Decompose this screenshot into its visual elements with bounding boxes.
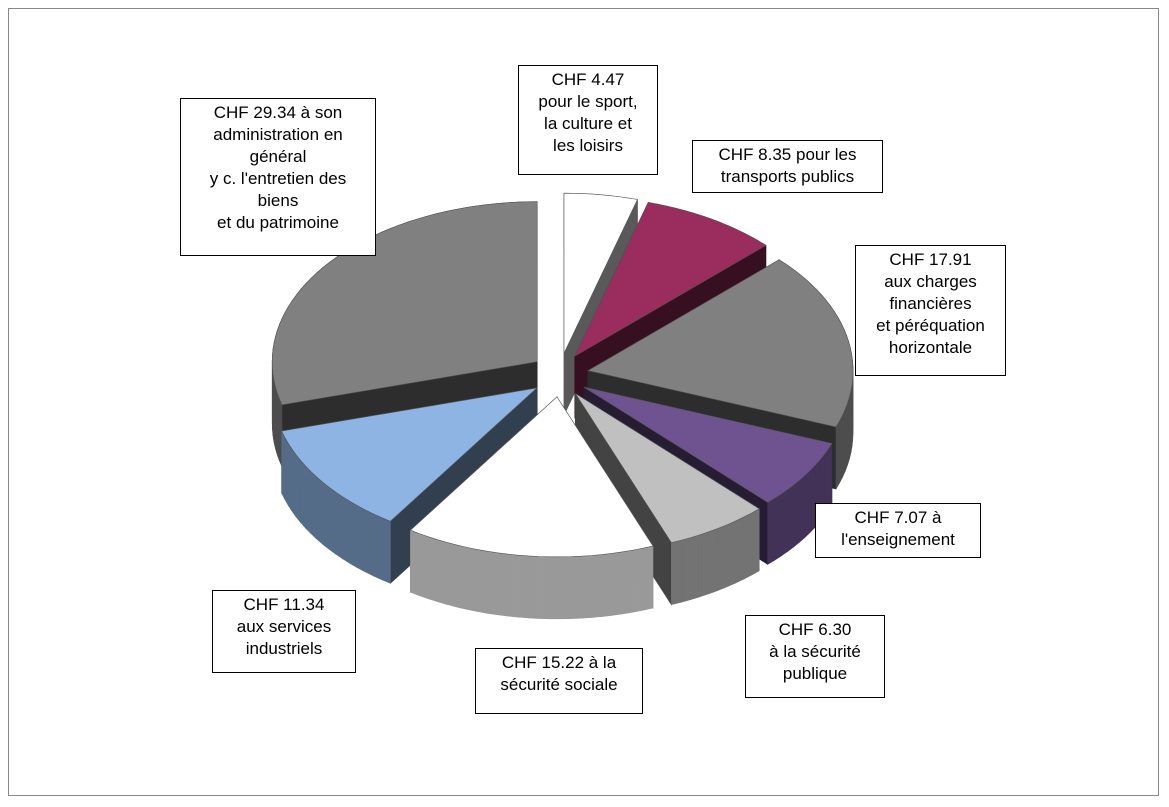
data-label: CHF 29.34 à son administration en généra… xyxy=(180,98,376,256)
slice-side xyxy=(291,448,297,518)
slice-side xyxy=(827,442,833,512)
slice-side xyxy=(559,556,571,620)
slice-side xyxy=(671,539,682,606)
slice-side xyxy=(284,435,289,507)
slice-side xyxy=(774,493,782,561)
slice-side xyxy=(316,476,323,545)
slice-side xyxy=(690,534,701,601)
data-label: CHF 6.30 à la sécurité publique xyxy=(745,615,885,698)
slice xyxy=(281,387,538,522)
slice-side xyxy=(295,453,301,524)
slice-side xyxy=(507,553,519,618)
slice-side xyxy=(437,539,448,605)
slice-side xyxy=(699,531,710,598)
slice-side xyxy=(496,552,508,617)
slice xyxy=(563,192,638,354)
slice-side xyxy=(300,459,306,529)
slice-side xyxy=(570,555,582,619)
data-label: CHF 8.35 pour les transports publics xyxy=(692,140,883,193)
slice-side xyxy=(591,554,603,618)
slice-side xyxy=(781,488,789,557)
slice-side xyxy=(799,474,806,543)
slice-side xyxy=(804,469,811,538)
slice xyxy=(587,259,854,428)
slice-side xyxy=(632,547,644,613)
slice-side xyxy=(528,555,540,619)
slice-side xyxy=(281,430,285,500)
slice-side xyxy=(708,527,719,595)
slice-side xyxy=(839,415,843,484)
slice-side xyxy=(549,556,561,620)
slice-side xyxy=(305,465,312,535)
slice-side xyxy=(410,529,420,597)
slice-side xyxy=(601,552,613,617)
data-label: CHF 15.22 à la sécurité sociale xyxy=(475,648,643,714)
slice-side xyxy=(743,512,752,580)
slice xyxy=(271,201,538,406)
slice xyxy=(575,393,760,544)
slice xyxy=(409,396,654,558)
data-label: CHF 11.34 aux services industriels xyxy=(212,590,356,673)
slice-side xyxy=(328,486,336,555)
slice-side xyxy=(419,533,429,600)
slice-side xyxy=(767,497,775,565)
slice-side xyxy=(538,556,550,620)
slice-side xyxy=(373,513,383,581)
slice-side xyxy=(276,392,280,461)
slice-side xyxy=(842,409,846,478)
data-label: CHF 7.07 à l'enseignement xyxy=(815,503,981,558)
slice-side xyxy=(717,524,728,591)
slice-side xyxy=(580,555,593,619)
slice-side xyxy=(349,500,358,569)
slice-side xyxy=(428,536,439,603)
slice-side xyxy=(642,545,654,611)
slice-side xyxy=(364,509,374,577)
slice-side xyxy=(735,516,744,584)
slice-side xyxy=(751,508,760,576)
slice-side xyxy=(680,537,691,603)
chart-frame xyxy=(8,8,1159,796)
slice xyxy=(583,386,833,503)
slice-side xyxy=(342,496,351,564)
slice-side xyxy=(335,491,343,560)
slice-side xyxy=(517,554,529,619)
slice xyxy=(574,202,767,357)
slice-side xyxy=(466,546,478,612)
slice-side xyxy=(447,542,458,608)
data-label: CHF 17.91 aux charges financières et pér… xyxy=(855,245,1006,376)
slice-side xyxy=(486,550,498,616)
slice-side xyxy=(476,549,488,614)
slice-side xyxy=(726,520,736,588)
data-label: CHF 4.47 pour le sport, la culture et le… xyxy=(518,65,658,175)
slice-side xyxy=(622,549,634,615)
slice-side xyxy=(793,479,800,548)
slice-side xyxy=(787,484,795,552)
slice-side xyxy=(381,517,391,584)
slice-side xyxy=(844,403,848,472)
slice-side xyxy=(835,419,840,491)
slice-side xyxy=(612,551,624,616)
slice-side xyxy=(322,481,330,550)
slice-side xyxy=(357,505,366,573)
slice-side xyxy=(310,470,317,540)
slice-side xyxy=(287,442,293,513)
slice-side xyxy=(456,544,468,610)
